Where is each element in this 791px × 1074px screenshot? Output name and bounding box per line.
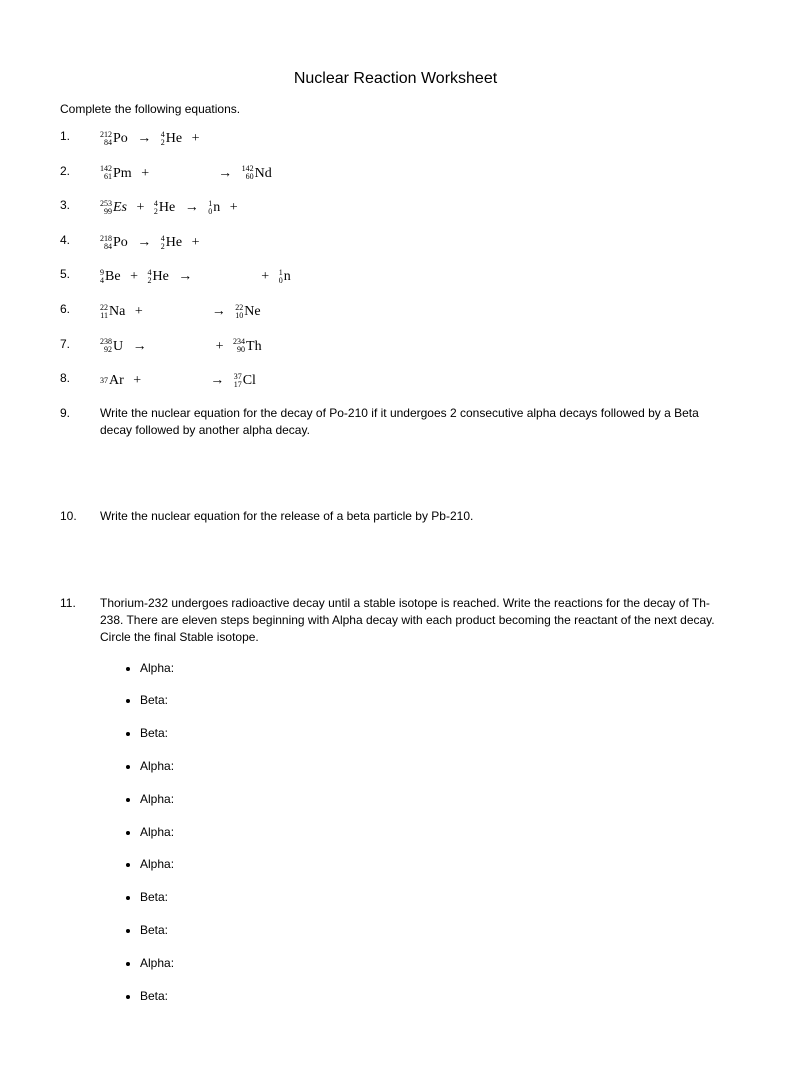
question-text: Write the nuclear equation for the decay… (100, 405, 731, 439)
isotope-be9: 94Be (100, 267, 121, 287)
plus-sign: + (210, 339, 230, 354)
list-item: Alpha: (140, 824, 731, 841)
isotope-u238: 23892U (100, 337, 123, 357)
plus-sign: + (129, 304, 149, 319)
isotope-po218: 21884Po (100, 233, 128, 253)
question-number: 7. (60, 336, 100, 357)
isotope-nd142: 14260Nd (242, 164, 272, 184)
list-item: Alpha: (140, 856, 731, 873)
equation: 94Be + 42He → + 10n (100, 266, 731, 287)
question-number: 9. (60, 405, 100, 439)
equation: 37Ar + → 3717Cl (100, 370, 731, 391)
plus-sign: + (135, 166, 155, 181)
question-2: 2. 14261Pm + → 14260Nd (60, 163, 731, 184)
isotope-ne22: 2210Ne (235, 302, 260, 322)
isotope-he4: 42He (161, 129, 182, 149)
list-item: Beta: (140, 889, 731, 906)
question-list: 1. 21284Po → 42He + 2. 14261Pm + → 14260… (60, 128, 731, 1020)
isotope-n1: 10n (208, 198, 220, 218)
isotope-he4: 42He (147, 267, 168, 287)
question-text: Thorium-232 undergoes radioactive decay … (100, 596, 715, 644)
question-text: Write the nuclear equation for the relea… (100, 508, 731, 525)
question-11: 11. Thorium-232 undergoes radioactive de… (60, 595, 731, 1020)
question-7: 7. 23892U → + 23490Th (60, 336, 731, 357)
equation: 23892U → + 23490Th (100, 336, 731, 357)
list-item: Beta: (140, 988, 731, 1005)
arrow-icon: → (127, 337, 153, 353)
equation: 25399Es + 42He → 10n + (100, 197, 731, 218)
plus-sign: + (124, 269, 144, 284)
isotope-pm142: 14261Pm (100, 164, 132, 184)
arrow-icon: → (179, 198, 205, 214)
plus-sign: + (224, 200, 244, 215)
page-title: Nuclear Reaction Worksheet (60, 70, 731, 88)
question-number: 1. (60, 128, 100, 149)
plus-sign: + (186, 235, 206, 250)
question-6: 6. 2211Na + → 2210Ne (60, 301, 731, 322)
question-body: Thorium-232 undergoes radioactive decay … (100, 595, 731, 1020)
arrow-icon: → (204, 371, 230, 387)
list-item: Alpha: (140, 660, 731, 677)
equation: 21284Po → 42He + (100, 128, 731, 149)
question-8: 8. 37Ar + → 3717Cl (60, 370, 731, 391)
isotope-es253: 25399Es (100, 198, 127, 218)
question-5: 5. 94Be + 42He → + 10n (60, 266, 731, 287)
question-number: 6. (60, 301, 100, 322)
arrow-icon: → (206, 302, 232, 318)
list-item: Beta: (140, 725, 731, 742)
question-number: 4. (60, 232, 100, 253)
arrow-icon: → (212, 164, 238, 180)
instructions-text: Complete the following equations. (60, 102, 731, 116)
isotope-he4: 42He (154, 198, 175, 218)
list-item: Alpha: (140, 758, 731, 775)
question-9: 9. Write the nuclear equation for the de… (60, 405, 731, 439)
plus-sign: + (127, 373, 147, 388)
isotope-na22: 2211Na (100, 302, 125, 322)
list-item: Beta: (140, 692, 731, 709)
question-1: 1. 21284Po → 42He + (60, 128, 731, 149)
arrow-icon: → (172, 267, 198, 283)
plus-sign: + (186, 131, 206, 146)
isotope-ar37: 37Ar (100, 371, 124, 391)
decay-list: Alpha: Beta: Beta: Alpha: Alpha: Alpha: … (140, 660, 731, 1005)
isotope-n1: 10n (279, 267, 291, 287)
question-3: 3. 25399Es + 42He → 10n + (60, 197, 731, 218)
question-number: 8. (60, 370, 100, 391)
question-10: 10. Write the nuclear equation for the r… (60, 508, 731, 525)
question-number: 11. (60, 595, 100, 1020)
question-number: 2. (60, 163, 100, 184)
equation: 2211Na + → 2210Ne (100, 301, 731, 322)
question-number: 3. (60, 197, 100, 218)
list-item: Beta: (140, 922, 731, 939)
isotope-cl37: 3717Cl (234, 371, 256, 391)
arrow-icon: → (131, 233, 157, 249)
equation: 21884Po → 42He + (100, 232, 731, 253)
plus-sign: + (255, 269, 275, 284)
isotope-th234: 23490Th (233, 337, 262, 357)
plus-sign: + (131, 200, 151, 215)
question-4: 4. 21884Po → 42He + (60, 232, 731, 253)
question-number: 10. (60, 508, 100, 525)
list-item: Alpha: (140, 791, 731, 808)
isotope-po212: 21284Po (100, 129, 128, 149)
question-number: 5. (60, 266, 100, 287)
arrow-icon: → (131, 129, 157, 145)
list-item: Alpha: (140, 955, 731, 972)
equation: 14261Pm + → 14260Nd (100, 163, 731, 184)
isotope-he4: 42He (161, 233, 182, 253)
